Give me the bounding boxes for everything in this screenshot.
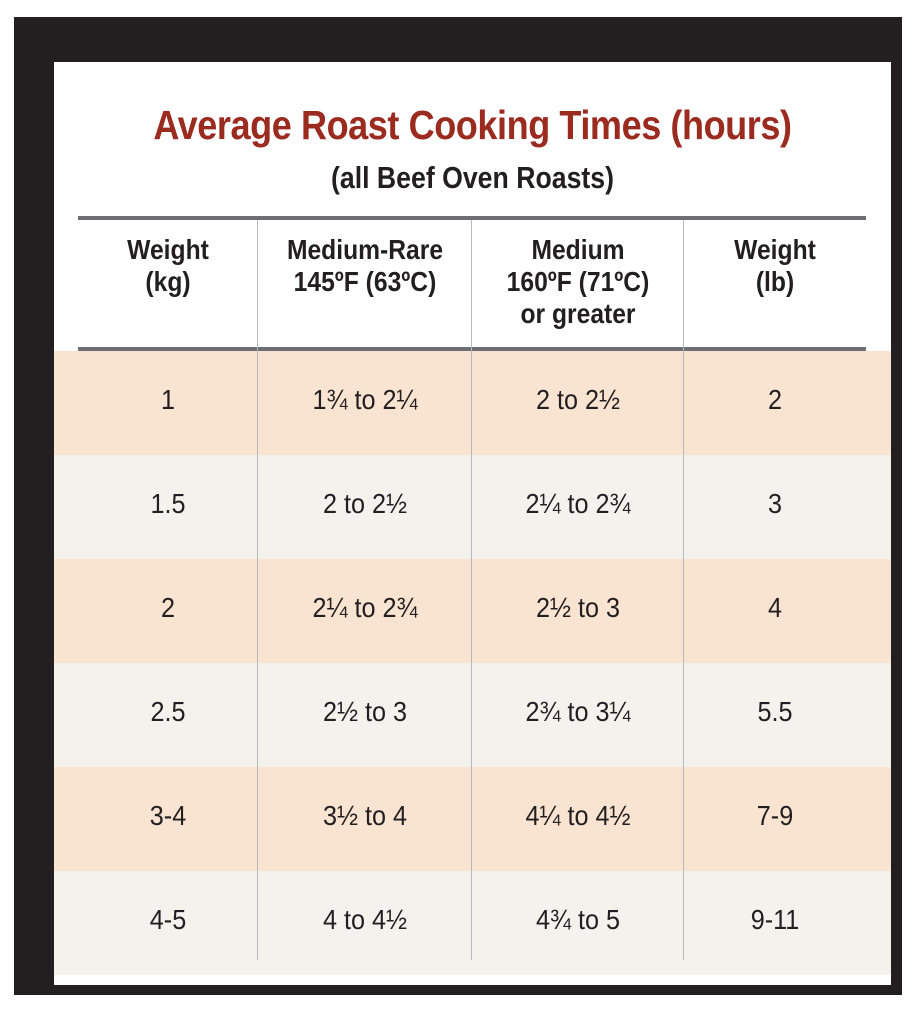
cell-weight-kg: 4-5 <box>149 904 187 935</box>
cell-medium-rare: 2¼ to 2¾ <box>312 592 418 623</box>
header-line: (kg) <box>145 266 191 297</box>
header-line: Weight <box>127 234 209 265</box>
header-medium-rare: Medium-Rare 145ºF (63ºC) <box>271 234 459 298</box>
header-weight-kg: Weight (kg) <box>89 234 247 298</box>
cell-medium: 2 to 2½ <box>535 384 621 415</box>
cell-weight-lb: 7-9 <box>756 800 794 831</box>
header-line: 145ºF (63ºC) <box>293 266 437 297</box>
cell-weight-kg: 1.5 <box>150 488 186 519</box>
table-row: 2.5 2½ to 3 2¾ to 3¼ 5.5 <box>54 663 891 767</box>
cell-medium: 2½ to 3 <box>535 592 621 623</box>
header-line: Medium-Rare <box>286 234 444 265</box>
column-divider <box>257 220 258 960</box>
table-row: 3-4 3½ to 4 4¼ to 4½ 7-9 <box>54 767 891 871</box>
cell-medium: 2¾ to 3¼ <box>525 696 631 727</box>
column-divider <box>471 220 472 960</box>
chart-subtitle: (all Beef Oven Roasts) <box>331 160 614 195</box>
cell-weight-lb: 3 <box>767 488 783 519</box>
cell-medium-rare: 4 to 4½ <box>322 904 408 935</box>
cell-medium: 4¾ to 5 <box>535 904 621 935</box>
chart-frame: Average Roast Cooking Times (hours) (all… <box>14 17 902 995</box>
header-medium: Medium 160ºF (71ºC) or greater <box>485 234 672 330</box>
table-row: 1.5 2 to 2½ 2¼ to 2¾ 3 <box>54 455 891 559</box>
cell-weight-lb: 4 <box>767 592 783 623</box>
cell-weight-kg: 1 <box>160 384 176 415</box>
table-row: 2 2¼ to 2¾ 2½ to 3 4 <box>54 559 891 663</box>
chart-panel: Average Roast Cooking Times (hours) (all… <box>54 62 891 985</box>
cell-weight-lb: 5.5 <box>757 696 793 727</box>
header-line: Medium <box>531 234 625 265</box>
cell-weight-kg: 2 <box>160 592 176 623</box>
cell-weight-kg: 2.5 <box>150 696 186 727</box>
cell-medium: 2¼ to 2¾ <box>525 488 631 519</box>
column-divider <box>683 220 684 960</box>
chart-title: Average Roast Cooking Times (hours) <box>153 102 792 148</box>
cell-medium: 4¼ to 4½ <box>525 800 631 831</box>
cell-medium-rare: 1¾ to 2¼ <box>312 384 418 415</box>
cell-weight-kg: 3-4 <box>149 800 187 831</box>
cell-weight-lb: 9-11 <box>750 904 800 935</box>
table-row: 1 1¾ to 2¼ 2 to 2½ 2 <box>54 351 891 455</box>
header-line: (lb) <box>755 266 795 297</box>
table-row: 4-5 4 to 4½ 4¾ to 5 9-11 <box>54 871 891 975</box>
header-bottom-rule <box>78 347 866 351</box>
header-line: 160ºF (71ºC) <box>506 266 650 297</box>
cell-medium-rare: 2 to 2½ <box>322 488 408 519</box>
header-top-rule <box>78 216 866 220</box>
header-line: or greater <box>520 298 636 329</box>
cell-medium-rare: 3½ to 4 <box>322 800 408 831</box>
cell-medium-rare: 2½ to 3 <box>322 696 408 727</box>
cell-weight-lb: 2 <box>767 384 783 415</box>
header-line: Weight <box>734 234 816 265</box>
header-weight-lb: Weight (lb) <box>695 234 855 298</box>
